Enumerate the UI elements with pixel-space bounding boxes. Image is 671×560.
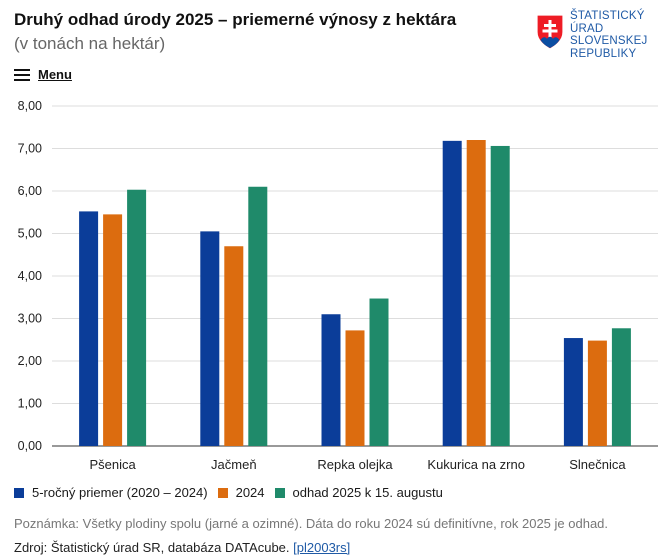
bar xyxy=(490,145,510,446)
coat-of-arms-icon xyxy=(536,14,564,50)
x-tick-label: Slnečnica xyxy=(569,457,626,472)
logo-line: ÚRAD xyxy=(570,22,604,35)
legend-item-series-3[interactable]: odhad 2025 k 15. augustu xyxy=(274,485,443,500)
bar xyxy=(563,338,583,446)
source-text: Zdroj: Štatistický úrad SR, databáza DAT… xyxy=(14,540,290,555)
chart-title: Druhý odhad úrody 2025 – priemerné výnos… xyxy=(14,10,457,29)
y-tick-label: 5,00 xyxy=(18,227,42,241)
y-tick-label: 1,00 xyxy=(18,397,42,411)
x-tick-label: Jačmeň xyxy=(211,457,257,472)
legend-swatch xyxy=(217,487,228,498)
y-tick-label: 3,00 xyxy=(18,312,42,326)
chart-subtitle: (v tonách na hektár) xyxy=(14,34,166,53)
bar xyxy=(79,211,99,446)
bar xyxy=(587,340,607,446)
x-tick-label: Repka olejka xyxy=(317,457,393,472)
bar xyxy=(248,186,268,446)
y-tick-label: 4,00 xyxy=(18,269,42,283)
bar xyxy=(369,298,389,446)
bar xyxy=(103,214,123,446)
legend-swatch xyxy=(274,487,285,498)
source-link[interactable]: [pl2003rs] xyxy=(293,540,351,555)
source-line: Zdroj: Štatistický úrad SR, databáza DAT… xyxy=(14,540,350,555)
legend-label: odhad 2025 k 15. augustu xyxy=(292,485,443,500)
logo-line: ŠTATISTICKÝ xyxy=(570,10,645,22)
bar xyxy=(127,189,147,446)
legend-item-series-1[interactable]: 5-ročný priemer (2020 – 2024) xyxy=(14,485,208,500)
susr-logo[interactable]: ŠTATISTICKÝ ÚRAD SLOVENSKEJ REPUBLIKY xyxy=(536,10,666,62)
menu-label: Menu xyxy=(38,67,72,82)
bar xyxy=(345,330,365,446)
legend-label: 5-ročný priemer (2020 – 2024) xyxy=(32,485,208,500)
bar-chart: 0,00 1,00 2,00 3,00 4,00 5,00 6,00 7,00 8,00 Pšen… xyxy=(18,99,658,472)
logo-line: SLOVENSKEJ xyxy=(570,35,648,48)
logo-line: REPUBLIKY xyxy=(570,47,637,60)
chart-legend: 5-ročný priemer (2020 – 2024) 2024 odhad… xyxy=(14,485,453,500)
menu-button[interactable]: Menu xyxy=(14,67,72,82)
y-tick-label: 0,00 xyxy=(18,439,42,453)
y-tick-label: 8,00 xyxy=(18,99,42,113)
x-tick-label: Pšenica xyxy=(89,457,136,472)
x-tick-label: Kukurica na zrno xyxy=(427,457,525,472)
footnote: Poznámka: Všetky plodiny spolu (jarné a … xyxy=(14,516,609,531)
bar xyxy=(224,246,244,446)
y-tick-label: 7,00 xyxy=(18,142,42,156)
hamburger-icon xyxy=(14,68,30,81)
y-tick-label: 2,00 xyxy=(18,354,42,368)
bar xyxy=(321,314,341,446)
legend-swatch xyxy=(14,487,24,498)
bar xyxy=(611,328,631,446)
bar xyxy=(466,140,486,446)
legend-label: 2024 xyxy=(235,485,265,500)
bar xyxy=(442,140,462,446)
legend-item-series-2[interactable]: 2024 xyxy=(217,485,265,500)
bar xyxy=(200,231,220,446)
y-tick-label: 6,00 xyxy=(18,184,42,198)
